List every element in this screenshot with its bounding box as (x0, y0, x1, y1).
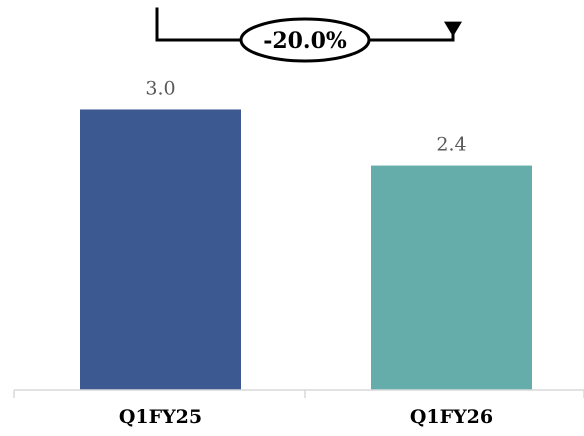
value-label-q1fy25: 3.0 (145, 77, 175, 99)
bars-layer (80, 109, 532, 390)
change-badge (239, 17, 371, 63)
value-labels-layer: 3.0 2.4 (145, 77, 466, 155)
bar-q1fy26 (371, 165, 532, 390)
bar-q1fy25 (80, 109, 241, 390)
category-label-q1fy25: Q1FY25 (119, 406, 202, 428)
change-percent-label: -20.0% (263, 28, 347, 54)
x-axis-ticks (13, 390, 584, 398)
value-label-q1fy26: 2.4 (436, 134, 466, 156)
category-label-q1fy26: Q1FY26 (410, 406, 493, 428)
change-arrow-head (444, 21, 462, 37)
change-annotation: -20.0% (155, 7, 462, 63)
category-labels-layer: Q1FY25 Q1FY26 (119, 406, 493, 428)
